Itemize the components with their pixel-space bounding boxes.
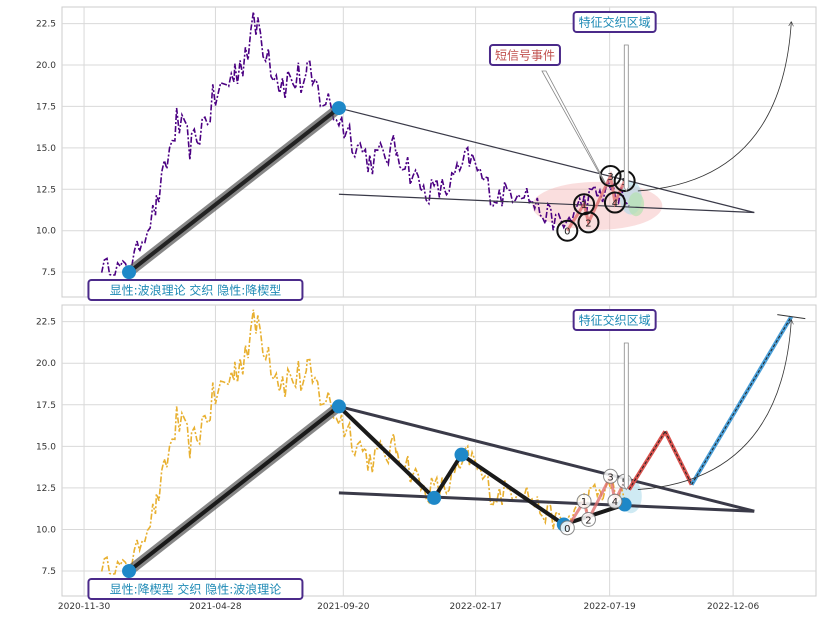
projection-segment-down	[663, 430, 694, 486]
top-panel: 7.510.012.515.017.520.022.5012345特征交织区域短…	[36, 6, 817, 301]
projection-dashed-guide	[628, 431, 666, 490]
wave-number-marker	[576, 493, 592, 509]
wedge-lower-line	[338, 193, 755, 214]
pattern-label-box	[87, 578, 304, 600]
wave-number-marker	[603, 468, 619, 484]
pattern-label: 显性:降楔型 交织 隐性:波浪理论	[110, 582, 282, 597]
wave-number-label: 3	[607, 172, 613, 183]
plot-area	[61, 304, 817, 597]
wave-number-label: 0	[564, 227, 570, 238]
y-tick-label: 17.5	[36, 401, 56, 411]
price-line	[100, 11, 630, 277]
projection-dashed-guide	[691, 316, 792, 485]
wave-number-marker	[607, 493, 623, 509]
y-tick-label: 17.5	[36, 102, 56, 112]
wave-number-label: 3	[607, 472, 613, 483]
y-tick-label: 7.5	[42, 268, 56, 278]
x-tick-label: 2022-07-19	[583, 602, 636, 612]
sub-wave-path	[566, 171, 627, 232]
feature-zone-marker	[628, 192, 645, 217]
short-signal-label: 短信号事件	[495, 49, 555, 63]
wave-number-marker	[559, 520, 575, 536]
y-tick-label: 22.5	[36, 318, 56, 328]
feature-zone-label: 特征交织区域	[579, 15, 651, 30]
wave-point	[122, 265, 137, 280]
plot-area	[61, 6, 817, 298]
x-tick-label: 2021-04-28	[189, 602, 242, 612]
feature-zone-label-box	[572, 309, 657, 331]
wave-number-marker	[603, 191, 626, 214]
wave-number-marker	[556, 219, 579, 242]
pattern-label-box	[87, 279, 304, 301]
wave-point	[331, 101, 346, 116]
wave-point	[427, 490, 442, 505]
target-arrow	[637, 320, 791, 490]
feature-zone-pointer	[623, 342, 629, 491]
short-signal-pointer	[541, 70, 606, 183]
y-tick-label: 12.5	[36, 185, 56, 195]
y-tick-label: 7.5	[42, 567, 56, 577]
wave-point	[122, 564, 137, 579]
y-tick-label: 22.5	[36, 20, 56, 30]
wave-point	[454, 447, 469, 462]
y-tick-label: 12.5	[36, 484, 56, 494]
feature-zone-pointer	[623, 44, 629, 192]
wave-path	[127, 403, 626, 573]
y-tick-label: 20.0	[36, 61, 56, 71]
wave-number-label: 2	[585, 516, 591, 527]
wave-number-label: 1	[581, 497, 587, 508]
x-tick-label: 2022-02-17	[449, 602, 501, 612]
y-tick-label: 15.0	[36, 144, 56, 154]
wave-number-label: 0	[564, 524, 570, 535]
feature-zone-label-box	[572, 11, 657, 33]
wave-number-marker	[577, 211, 600, 234]
wave-number-label: 1	[581, 200, 587, 211]
y-tick-label: 15.0	[36, 442, 56, 452]
wave-number-label: 4	[612, 497, 618, 508]
wave-number-label: 4	[612, 199, 618, 210]
wedge-lower-line	[338, 491, 755, 513]
wave-segment	[127, 106, 341, 274]
target-bracket	[777, 314, 806, 320]
target-arrow	[637, 22, 791, 192]
x-tick-label: 2022-12-06	[707, 602, 760, 612]
y-tick-label: 10.0	[36, 227, 56, 237]
y-tick-label: 10.0	[36, 525, 56, 535]
feature-zone-label: 特征交织区域	[579, 313, 651, 328]
pattern-label: 显性:波浪理论 交织 隐性:降楔型	[110, 283, 282, 298]
short-signal-label-box	[488, 44, 561, 66]
wave-number-marker	[580, 512, 596, 528]
x-tick-label: 2020-11-30	[58, 602, 111, 612]
y-tick-label: 20.0	[36, 359, 56, 369]
x-tick-label: 2021-09-20	[317, 602, 370, 612]
wedge-upper-line	[338, 107, 755, 214]
wedge-upper-line	[338, 404, 755, 513]
wave-number-label: 2	[585, 218, 591, 229]
wave-point	[331, 399, 346, 414]
